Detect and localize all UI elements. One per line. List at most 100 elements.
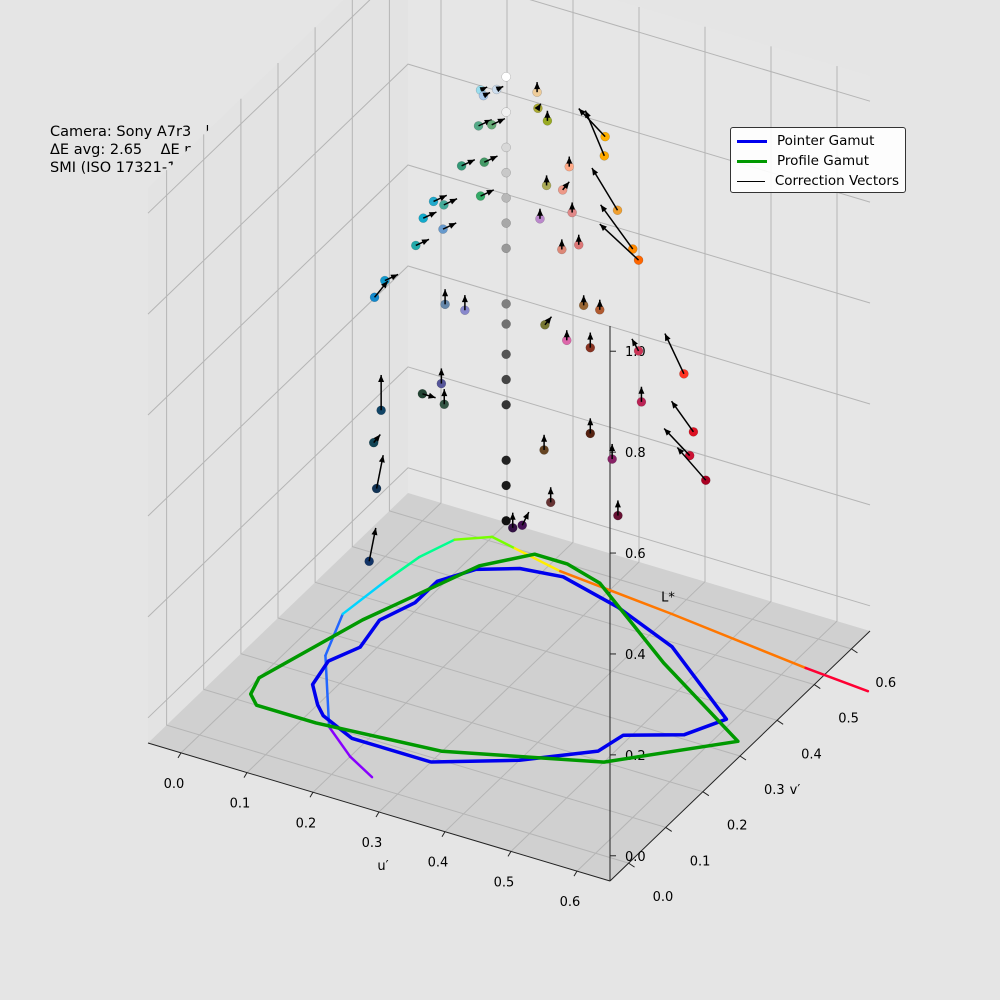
correction-vector-head (495, 86, 504, 93)
patch-point (501, 107, 511, 117)
spectral-locus-segment (341, 578, 388, 616)
correction-vector-head (537, 208, 543, 216)
legend-swatch-vectors (737, 180, 765, 182)
grid-line-y (240, 98, 704, 793)
y-tick-mark (702, 791, 710, 797)
correction-vector-head (566, 156, 573, 164)
legend-item-profile: Profile Gamut (737, 151, 899, 171)
correction-vector-head (509, 512, 516, 520)
grid-lines (147, 0, 871, 872)
correction-vector-head (609, 444, 616, 451)
y-tick-mark (851, 648, 858, 654)
correction-vector-head (544, 110, 551, 118)
correction-vector (664, 333, 685, 375)
correction-vector-head (671, 401, 678, 409)
correction-vector-head (378, 375, 385, 382)
correction-vector-head (442, 289, 449, 297)
correction-vector-head (390, 274, 399, 281)
spectral-locus-segment (385, 555, 421, 582)
x-tick-label: 0.2 (296, 816, 317, 831)
data-marks (364, 72, 711, 567)
correction-vector-head (439, 195, 447, 201)
correction-vector-head (467, 159, 475, 166)
grid-line-z (147, 366, 871, 618)
x-tick-mark (243, 772, 248, 778)
patch-point (501, 319, 511, 329)
y-tick-mark (628, 862, 635, 868)
z-tick-label: 0.6 (625, 547, 646, 562)
x-tick-label: 0.6 (560, 895, 581, 910)
x-tick-label: 0.0 (164, 777, 185, 792)
patch-point (501, 374, 511, 385)
correction-vector-head (614, 500, 621, 508)
correction-vector-head (600, 204, 608, 213)
grid-line-z (147, 63, 871, 315)
correction-vector-head (541, 434, 548, 442)
y-tick-label: 0.6 (875, 676, 896, 691)
grid-line-x (444, 26, 706, 833)
patch-point (501, 516, 511, 526)
correction-vector-head (677, 447, 685, 455)
x-tick-label: 0.1 (230, 797, 251, 812)
correction-vector-head (421, 239, 429, 245)
x-tick-mark (375, 811, 380, 818)
correction-vector-head (575, 234, 582, 242)
y-tick-mark (776, 719, 784, 725)
correction-vector-head (428, 392, 436, 399)
grid-line-y (388, 0, 852, 650)
patch-point (501, 455, 511, 466)
correction-vector-head (449, 198, 458, 205)
grid-line-z (147, 164, 871, 416)
grid-line-z (147, 0, 871, 214)
correction-vector-head (523, 512, 529, 520)
correction-vector-head (448, 223, 457, 229)
spectral-locus-segment (670, 612, 807, 670)
correction-vector-head (497, 118, 505, 125)
spectral-locus-segment (348, 755, 374, 779)
grid-line-y (166, 170, 629, 864)
grid-line-z (147, 265, 871, 517)
correction-vector-head (596, 299, 603, 307)
legend: Pointer Gamut Profile Gamut Correction V… (730, 127, 906, 193)
spectral-locus-segment (804, 666, 870, 693)
x-axis-label: u′ (377, 859, 388, 874)
correction-vector-head (585, 110, 591, 119)
gamut-curves (248, 535, 870, 779)
correction-vector-head (482, 92, 491, 99)
spectral-locus-segment (513, 547, 562, 573)
spectral-locus-segment (327, 725, 352, 758)
correction-vector-head (664, 333, 671, 342)
legend-item-vectors: Correction Vectors (737, 171, 899, 191)
legend-label-pointer: Pointer Gamut (777, 133, 875, 149)
correction-vector-head (547, 487, 554, 495)
correction-vector-head (428, 212, 437, 218)
correction-vector-head (569, 202, 576, 210)
x-tick-mark (177, 752, 182, 759)
correction-vector-head (599, 224, 607, 231)
patch-point (501, 299, 511, 309)
x-tick-mark (441, 831, 446, 837)
x-tick-mark (573, 870, 578, 877)
grid-line-x (312, 0, 574, 793)
y-tick-mark (739, 755, 747, 761)
correction-vector (599, 223, 640, 261)
grid-line-y (314, 27, 778, 721)
correction-vector-head (381, 281, 388, 289)
x-tick-label: 0.4 (428, 856, 449, 871)
correction-vector-head (479, 87, 488, 93)
correction-vector-head (544, 316, 552, 324)
correction-vector-head (587, 332, 594, 340)
spectral-locus-segment (453, 535, 494, 541)
z-axis-label: L* (661, 591, 675, 606)
y-tick-label: 0.1 (690, 854, 711, 869)
correction-vector-head (558, 239, 565, 247)
correction-vector-head (664, 428, 672, 436)
patch-point (501, 72, 511, 82)
patch-point (501, 349, 511, 360)
y-tick-label: 0.3 (764, 783, 785, 798)
correction-vector-head (486, 189, 494, 196)
grid-line-z (147, 467, 871, 719)
y-tick-mark (665, 827, 672, 832)
correction-vector-head (489, 156, 498, 162)
